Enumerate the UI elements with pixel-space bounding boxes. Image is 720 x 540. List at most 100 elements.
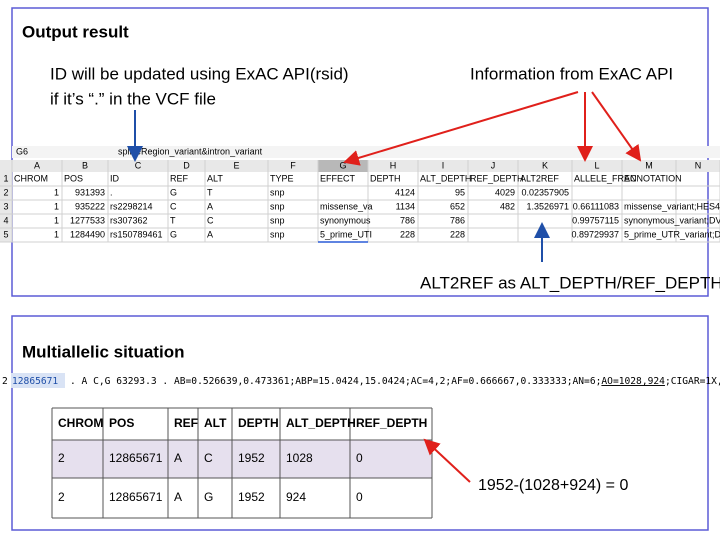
cell: snp <box>270 201 285 211</box>
column-header: K <box>542 160 548 170</box>
column-header: M <box>645 160 653 170</box>
cell: A <box>207 229 213 239</box>
table-header: DEPTH <box>238 416 279 430</box>
cell: 4124 <box>395 187 415 197</box>
column-header: H <box>390 160 397 170</box>
cell: ALLELE_FREC <box>574 173 637 183</box>
cell: C <box>207 215 214 225</box>
vcf-segment: . A C,G 63293.3 . AB=0.526639,0.473361;A… <box>70 376 601 387</box>
table-cell: 924 <box>286 490 306 504</box>
vcf-chrom: 2 <box>2 376 8 387</box>
cell: ALT <box>207 173 223 183</box>
cell: TYPE <box>270 173 294 183</box>
table-header: POS <box>109 416 134 430</box>
column-header: D <box>183 160 190 170</box>
cell: 1277533 <box>70 215 105 225</box>
column-header: A <box>34 160 40 170</box>
column-header: L <box>594 160 599 170</box>
table: CHROM POS REF ALT DEPTH ALT_DEPTH REF_DEPTH 2 12… <box>51 407 433 519</box>
cell: synonymous_variant;DV <box>624 215 720 225</box>
table-header: CHROM <box>58 416 103 430</box>
cell: 935222 <box>75 201 105 211</box>
row-number: 4 <box>3 215 8 225</box>
table-header: ALT <box>204 416 227 430</box>
cell: 5_prime_UTR_variant;D <box>624 229 720 239</box>
table-cell: 0 <box>356 490 363 504</box>
equation: 1952-(1028+924) = 0 <box>478 477 628 494</box>
cell: 0.89729937 <box>571 229 619 239</box>
highlight <box>11 373 65 388</box>
cell: T <box>207 187 213 197</box>
cell: C <box>170 201 177 211</box>
column-header: E <box>233 160 239 170</box>
cell: 482 <box>500 201 515 211</box>
cell-ref: G6 <box>16 146 28 156</box>
cell: rs307362 <box>110 215 148 225</box>
cell: missense_va <box>320 201 373 211</box>
cell: snp <box>270 215 285 225</box>
column-header: G <box>339 160 346 170</box>
cell: REF_DEPTH <box>470 173 524 183</box>
row-number: 2 <box>3 187 8 197</box>
cell: snp <box>270 187 285 197</box>
row-header-bg <box>0 172 12 242</box>
table-cell: 2 <box>58 451 65 465</box>
row-number: 3 <box>3 201 8 211</box>
table-cell: 1952 <box>238 451 265 465</box>
cell: 652 <box>450 201 465 211</box>
table-cell: 1028 <box>286 451 313 465</box>
cell: 1.3526971 <box>526 201 569 211</box>
vcf-pos: 12865671 <box>12 376 58 387</box>
column-header: C <box>135 160 142 170</box>
cell: EFFECT <box>320 173 356 183</box>
vcf-segment: AO=1028,924 <box>601 376 665 387</box>
arrow <box>591 91 642 162</box>
row-number: 5 <box>3 229 8 239</box>
cell: CHROM <box>14 173 48 183</box>
cell: ID <box>110 173 120 183</box>
column-header: N <box>695 160 702 170</box>
cell: 0.66111083 <box>573 201 619 211</box>
cell: 228 <box>450 229 465 239</box>
cell: 228 <box>400 229 415 239</box>
table-header: REF <box>174 416 198 430</box>
cell: 1 <box>54 187 59 197</box>
row-bg <box>52 440 432 478</box>
table-cell: C <box>204 451 213 465</box>
spreadsheet: G6 spliceRegion_variant&intron_variant A B C… <box>0 146 720 243</box>
vcf-info: . A C,G 63293.3 . AB=0.526639,0.473361;A… <box>70 376 720 387</box>
table-cell: 2 <box>58 490 65 504</box>
cell: ALT2REF <box>520 173 559 183</box>
cell: 931393 <box>75 187 105 197</box>
cell: 786 <box>450 215 465 225</box>
column-header: F <box>290 160 296 170</box>
cell: G <box>170 229 177 239</box>
note: ALT2REF as ALT_DEPTH/REF_DEPTH <box>420 273 720 292</box>
cell: DEPTH <box>370 173 401 183</box>
vcf-segment: ;CIGAR=1X,1X; <box>665 376 720 387</box>
table-header: REF_DEPTH <box>356 416 427 430</box>
note: Information from ExAC API <box>470 64 673 83</box>
column-header: I <box>442 160 445 170</box>
cell: 786 <box>400 215 415 225</box>
panel-title: Multiallelic situation <box>22 342 184 361</box>
column-header: J <box>491 160 496 170</box>
cell: ALT_DEPTH <box>420 173 471 183</box>
cell: synonymous <box>320 215 371 225</box>
cell: 0.99757115 <box>572 215 619 225</box>
formula: spliceRegion_variant&intron_variant <box>118 146 263 156</box>
cell: 1 <box>54 201 59 211</box>
cell: A <box>207 201 213 211</box>
cell: 1 <box>54 215 59 225</box>
arrow <box>343 91 579 166</box>
cell: REF <box>170 173 189 183</box>
cell: POS <box>64 173 83 183</box>
cell: 1 <box>54 229 59 239</box>
table-cell: 12865671 <box>109 451 163 465</box>
cell: missense_variant;HES4; <box>624 201 720 211</box>
cell: ANNOTATION <box>624 173 682 183</box>
cell: 5_prime_UTI <box>320 229 372 239</box>
cell: rs2298214 <box>110 201 153 211</box>
cell: 4029 <box>495 187 515 197</box>
formula-bar <box>12 146 720 158</box>
